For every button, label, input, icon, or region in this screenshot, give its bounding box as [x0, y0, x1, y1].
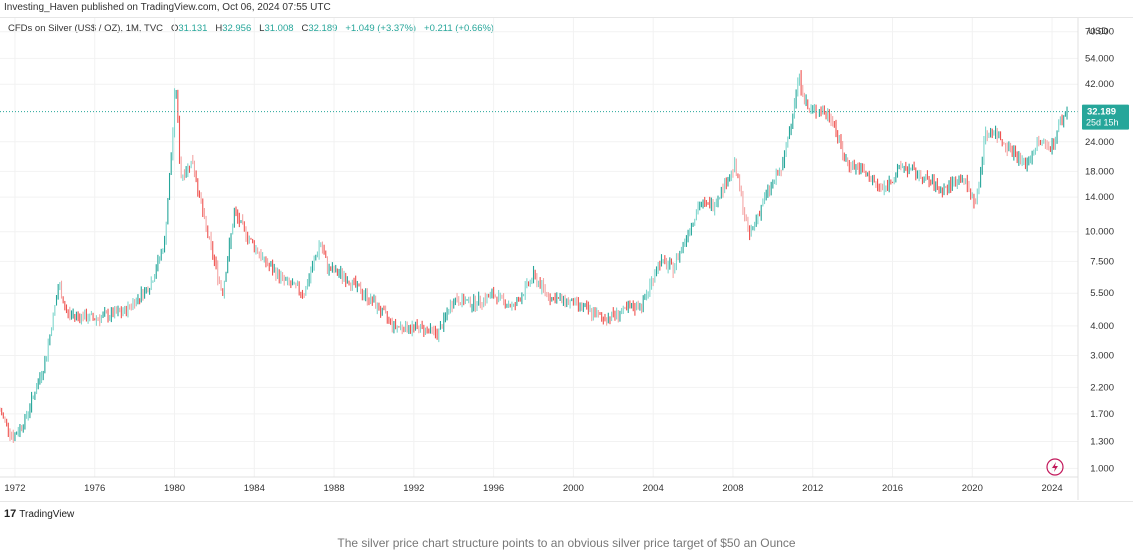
bar-countdown: 25d 15h — [1086, 118, 1119, 128]
time-tick-label: 1996 — [483, 483, 504, 494]
price-axis: 70.000 54.000 42.000 24.000 18.000 14.000 10.0… — [1085, 27, 1114, 475]
legend-close-label: C — [301, 23, 309, 34]
time-tick-label: 1976 — [84, 483, 105, 494]
tradingview-mark-icon: 17 — [4, 508, 17, 520]
price-tick-label: 4.000 — [1090, 321, 1114, 332]
price-chart[interactable]: USD 70.000 54.000 42.000 24.000 18.000 14.000… — [0, 18, 1133, 500]
price-tick-label: 1.700 — [1090, 409, 1114, 420]
time-tick-label: 1980 — [164, 483, 185, 494]
currency-label: USD — [1088, 26, 1108, 37]
time-tick-label: 2004 — [643, 483, 664, 494]
price-tick-label: 24.000 — [1085, 137, 1114, 148]
price-tick-label: 70.000 — [1085, 27, 1114, 38]
time-tick-label: 2016 — [882, 483, 903, 494]
legend-symbol: CFDs on Silver (US$ / OZ), 1M, TVC — [8, 23, 164, 34]
last-price-value: 32.189 — [1087, 107, 1116, 118]
price-tick-label: 3.000 — [1090, 351, 1114, 362]
legend-close-value: 32.189 — [308, 23, 338, 34]
time-tick-label: 2020 — [962, 483, 983, 494]
legend-open-value: 31.131 — [178, 23, 208, 34]
tradingview-logo: 17 TradingView — [4, 508, 74, 520]
legend-change-2: +0.211 (+0.66%) — [424, 23, 495, 34]
legend-high-value: 32.956 — [222, 23, 252, 34]
price-tick-label: 42.000 — [1085, 79, 1114, 90]
price-tick-label: 1.000 — [1090, 463, 1114, 474]
price-tick-label: 1.300 — [1090, 436, 1114, 447]
legend-low-value: 31.008 — [264, 23, 294, 34]
time-axis: 1972 1976 1980 1984 1988 1992 1996 2000 2004 2008… — [4, 483, 1062, 494]
publish-info: Investing_Haven published on TradingView… — [4, 2, 331, 13]
legend-low-label: L — [259, 23, 265, 34]
price-tick-label: 5.500 — [1090, 288, 1114, 299]
time-tick-label: 2000 — [563, 483, 584, 494]
chart-grid — [0, 18, 1078, 477]
last-price-badge-bg — [1082, 104, 1129, 130]
time-tick-label: 2012 — [802, 483, 823, 494]
figure-caption: The silver price chart structure points … — [337, 536, 796, 550]
tradingview-wordmark: TradingView — [19, 508, 75, 520]
legend-high-label: H — [215, 23, 223, 34]
time-tick-label: 2024 — [1042, 483, 1063, 494]
lightning-icon[interactable] — [1046, 458, 1064, 476]
candle-series — [0, 70, 1068, 443]
time-tick-label: 2008 — [722, 483, 743, 494]
publish-header: Investing_Haven published on TradingView… — [0, 0, 1133, 17]
legend-change: +1.049 (+3.37%) — [345, 23, 417, 34]
chart-frame — [0, 17, 1133, 502]
price-tick-label: 14.000 — [1085, 192, 1114, 203]
time-tick-label: 1972 — [4, 483, 25, 494]
last-price-badge: 32.189 25d 15h — [1082, 104, 1129, 130]
time-tick-label: 1992 — [403, 483, 424, 494]
price-tick-label: 10.000 — [1085, 227, 1114, 238]
price-tick-label: 7.500 — [1090, 256, 1114, 267]
time-tick-label: 1984 — [244, 483, 265, 494]
price-tick-label: 2.200 — [1090, 382, 1114, 393]
price-tick-label: 18.000 — [1085, 166, 1114, 177]
time-tick-label: 1988 — [324, 483, 345, 494]
price-tick-label: 54.000 — [1085, 53, 1114, 64]
